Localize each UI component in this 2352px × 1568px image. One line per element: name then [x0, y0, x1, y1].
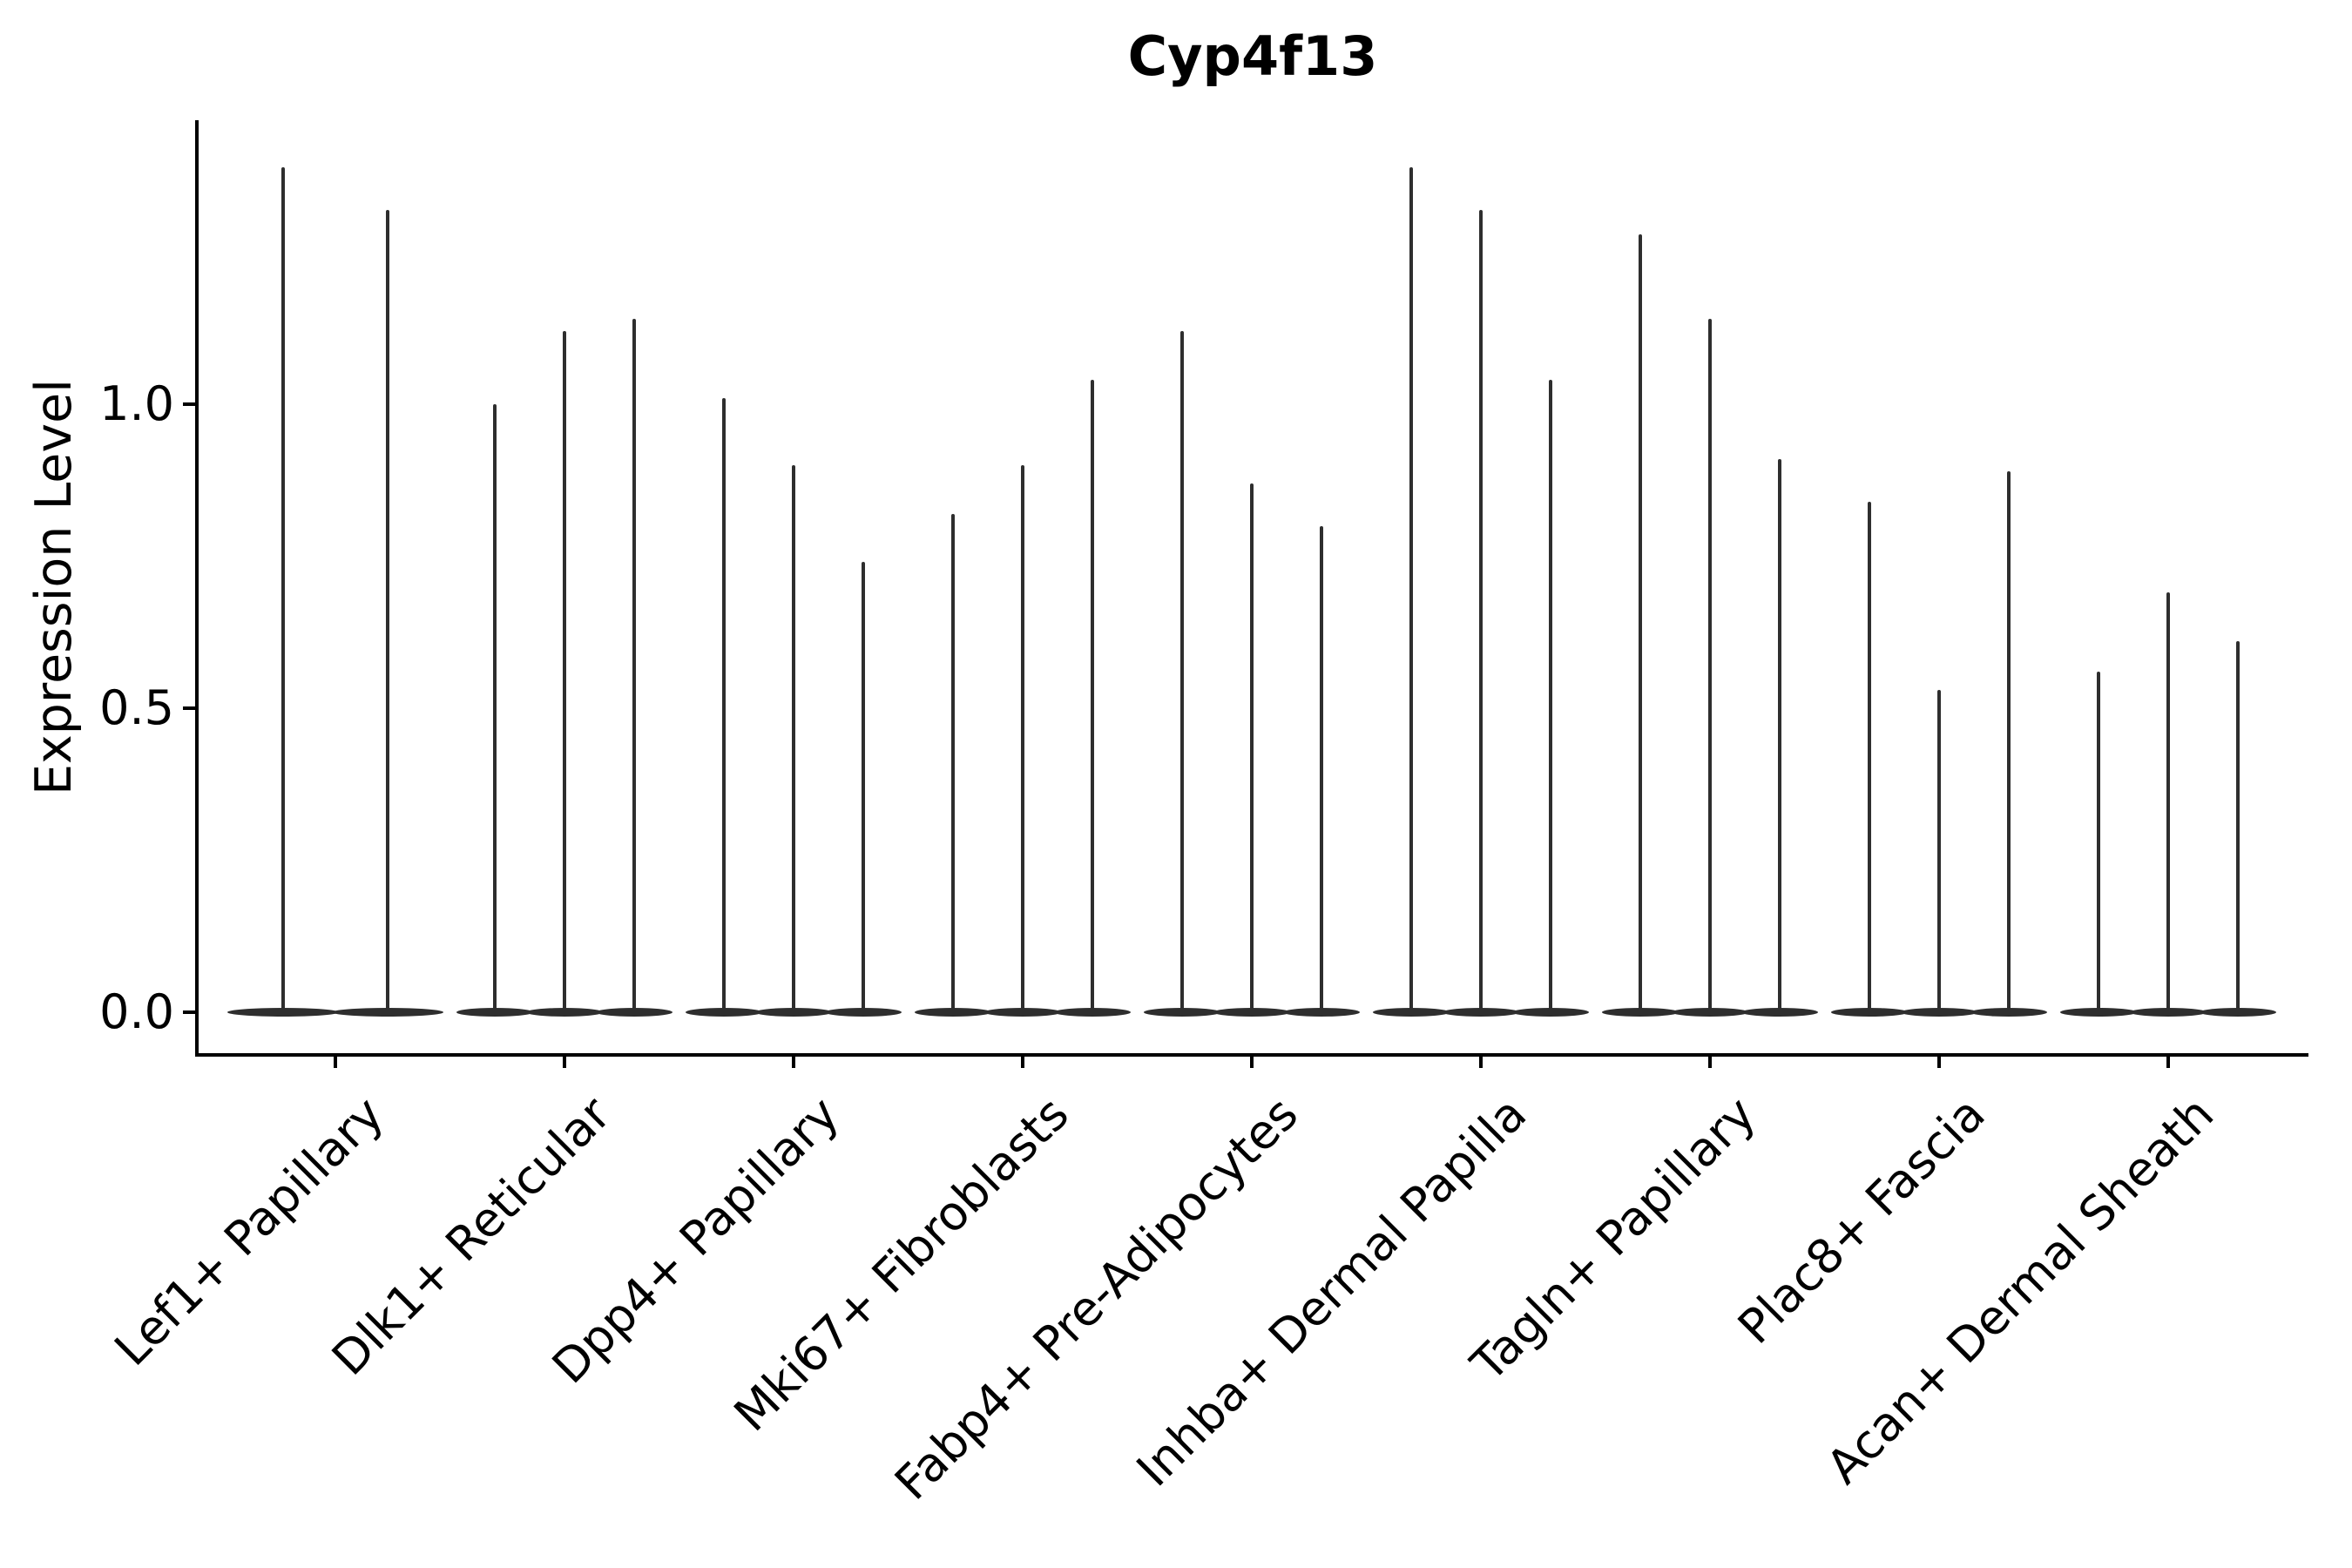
violin-spike	[1708, 319, 1712, 1012]
violin-spike	[862, 562, 865, 1012]
violin-spike	[1091, 380, 1094, 1012]
y-tick-mark	[183, 706, 197, 710]
violin-body	[686, 1008, 762, 1017]
violin-body	[1970, 1008, 2047, 1017]
violin-spike	[1409, 166, 1413, 1012]
x-tick-mark	[1250, 1053, 1254, 1068]
x-tick-label: Plac8+ Fascia	[1727, 1086, 1996, 1355]
violin-spike	[1479, 209, 1483, 1012]
violin-body	[1443, 1008, 1519, 1017]
violin-body	[1741, 1008, 1818, 1017]
violin-spike	[1639, 233, 1642, 1012]
violin-body	[1144, 1008, 1220, 1017]
violin-spike	[563, 331, 566, 1012]
violin-body	[1213, 1008, 1290, 1017]
x-tick-label: Fabp4+ Pre-Adipocytes	[883, 1086, 1308, 1511]
violin-body	[1831, 1008, 1908, 1017]
violin-body	[915, 1008, 991, 1017]
y-tick-label: 0.0	[99, 984, 174, 1039]
violin-spike	[1868, 501, 1871, 1012]
violin-spike	[1180, 331, 1184, 1012]
violin-body	[1283, 1008, 1360, 1017]
violin-spike	[493, 404, 497, 1012]
violin-spike	[1937, 690, 1941, 1012]
violin-body	[596, 1008, 672, 1017]
x-tick-mark	[1708, 1053, 1712, 1068]
chart-title: Cyp4f13	[1127, 24, 1378, 88]
violin-body	[1602, 1008, 1679, 1017]
violin-spike	[2097, 672, 2100, 1012]
violin-body	[984, 1008, 1061, 1017]
x-tick-mark	[792, 1053, 795, 1068]
x-tick-mark	[1479, 1053, 1483, 1068]
violin-body	[1512, 1008, 1589, 1017]
violin-spike	[1549, 380, 1552, 1012]
violin-body	[2200, 1008, 2276, 1017]
x-tick-mark	[2166, 1053, 2170, 1068]
violin-body	[1672, 1008, 1748, 1017]
violin-body	[1373, 1008, 1450, 1017]
violin-body	[526, 1008, 603, 1017]
violin-body	[1901, 1008, 1977, 1017]
violin-body	[2130, 1008, 2207, 1017]
x-tick-label: Inhba+ Dermal Papilla	[1126, 1086, 1538, 1497]
x-tick-label: Acan+ Dermal Sheath	[1816, 1086, 2225, 1495]
violin-spike	[722, 398, 726, 1012]
y-tick-label: 0.5	[99, 680, 174, 735]
violin-spike	[2007, 470, 2011, 1012]
violin-body	[755, 1008, 832, 1017]
y-tick-label: 1.0	[99, 376, 174, 431]
x-tick-mark	[334, 1053, 337, 1068]
violin-body	[227, 1008, 339, 1017]
violin-body	[825, 1008, 902, 1017]
violin-spike	[281, 166, 285, 1012]
y-tick-mark	[183, 1010, 197, 1014]
y-tick-mark	[183, 402, 197, 406]
violin-spike	[386, 209, 389, 1012]
violin-spike	[2166, 592, 2170, 1012]
y-axis-spine	[195, 120, 199, 1055]
violin-spike	[1320, 525, 1323, 1012]
violin-spike	[1021, 464, 1024, 1012]
violin-spike	[951, 513, 955, 1012]
violin-spike	[1778, 458, 1781, 1012]
violin-spike	[1250, 483, 1254, 1012]
violin-body	[332, 1008, 443, 1017]
x-tick-mark	[1937, 1053, 1941, 1068]
violin-spike	[792, 464, 795, 1012]
violin-body	[1054, 1008, 1131, 1017]
x-tick-mark	[563, 1053, 566, 1068]
violin-spike	[2236, 641, 2240, 1012]
violin-body	[456, 1008, 533, 1017]
violin-spike	[632, 319, 636, 1012]
x-tick-mark	[1021, 1053, 1024, 1068]
violin-body	[2060, 1008, 2137, 1017]
